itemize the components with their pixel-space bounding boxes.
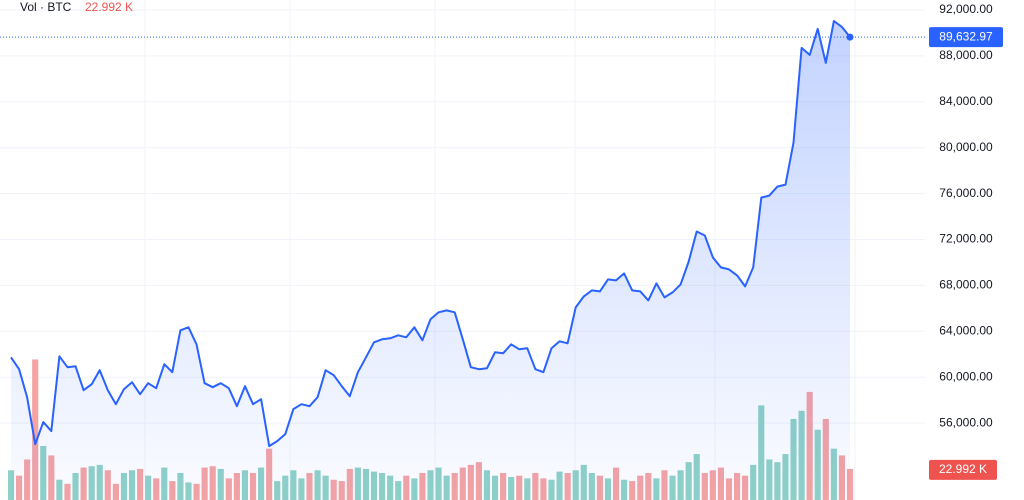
volume-bar xyxy=(32,359,39,500)
y-tick-label: 60,000.00 xyxy=(939,369,993,383)
y-tick-label: 92,000.00 xyxy=(939,2,993,16)
volume-badge-label: 22.992 K xyxy=(939,462,987,476)
legend-label: Vol · BTC xyxy=(20,0,72,14)
axis-bg xyxy=(925,0,1024,500)
last-price-label: 89,632.97 xyxy=(939,29,993,43)
y-tick-label: 80,000.00 xyxy=(939,140,993,154)
y-tick-label: 72,000.00 xyxy=(939,232,993,246)
plot xyxy=(0,20,925,500)
last-point xyxy=(846,33,854,41)
y-tick-label: 76,000.00 xyxy=(939,186,993,200)
legend-value: 22.992 K xyxy=(85,0,133,14)
area-fill xyxy=(11,21,850,500)
y-tick-label: 88,000.00 xyxy=(939,48,993,62)
price-axis: 56,000.00 60,000.00 64,000.00 68,000.00 72,0… xyxy=(925,0,1024,500)
last-price-badge xyxy=(929,27,1003,48)
volume-badge xyxy=(929,459,997,480)
price-line xyxy=(10,20,851,448)
y-tick-label: 84,000.00 xyxy=(939,94,993,108)
y-tick-label: 68,000.00 xyxy=(939,278,993,292)
y-tick-label: 64,000.00 xyxy=(939,323,993,337)
y-tick-label: 56,000.00 xyxy=(939,415,993,429)
